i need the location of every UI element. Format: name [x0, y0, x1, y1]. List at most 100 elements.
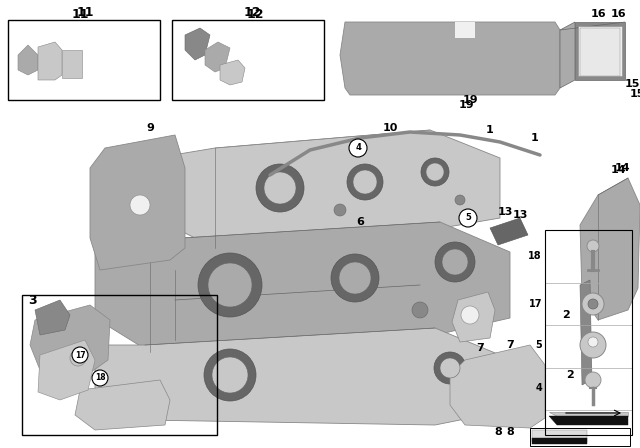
Polygon shape: [38, 42, 62, 80]
Text: 9: 9: [146, 123, 154, 133]
Polygon shape: [35, 300, 70, 335]
Bar: [532, 438, 587, 444]
Circle shape: [461, 306, 479, 324]
Circle shape: [208, 263, 252, 307]
Bar: [8, 20, 160, 100]
Polygon shape: [490, 218, 528, 245]
Text: 15: 15: [625, 79, 640, 89]
Text: 5: 5: [535, 340, 542, 350]
Circle shape: [459, 209, 477, 227]
Text: 8: 8: [506, 427, 514, 437]
Polygon shape: [455, 22, 475, 38]
Bar: [580, 28, 620, 76]
Circle shape: [339, 262, 371, 294]
Circle shape: [130, 195, 150, 215]
Circle shape: [587, 240, 599, 252]
Polygon shape: [580, 178, 640, 320]
Circle shape: [585, 372, 601, 388]
Text: 19: 19: [462, 95, 478, 105]
Bar: [172, 20, 324, 100]
Text: 18: 18: [95, 374, 106, 383]
Text: 17: 17: [529, 299, 542, 309]
Circle shape: [331, 254, 379, 302]
Text: 2: 2: [562, 310, 570, 320]
Text: 17: 17: [75, 350, 85, 359]
Bar: [530, 428, 630, 446]
Text: 14: 14: [614, 163, 630, 173]
Text: 16: 16: [590, 9, 606, 19]
Circle shape: [588, 299, 598, 309]
Polygon shape: [452, 292, 495, 342]
Bar: [22, 295, 217, 435]
Text: 7: 7: [476, 343, 484, 353]
Text: 4: 4: [355, 143, 361, 152]
Circle shape: [455, 195, 465, 205]
Circle shape: [582, 293, 604, 315]
Polygon shape: [95, 222, 510, 352]
Text: 13: 13: [512, 210, 528, 220]
Circle shape: [334, 204, 346, 216]
Circle shape: [421, 158, 449, 186]
Text: 8: 8: [494, 427, 502, 437]
Polygon shape: [220, 60, 245, 85]
Polygon shape: [450, 345, 545, 428]
Text: 5: 5: [465, 214, 471, 223]
Text: 16: 16: [610, 9, 626, 19]
Polygon shape: [340, 22, 560, 95]
Text: 11: 11: [76, 5, 93, 18]
Text: 10: 10: [382, 123, 397, 133]
Text: 12: 12: [243, 5, 260, 18]
Polygon shape: [30, 305, 110, 380]
Circle shape: [72, 347, 88, 363]
Bar: [578, 26, 622, 76]
Circle shape: [435, 242, 475, 282]
Circle shape: [580, 332, 606, 358]
Polygon shape: [575, 22, 625, 80]
Text: 13: 13: [497, 207, 513, 217]
Bar: [532, 430, 587, 442]
Text: 1: 1: [486, 125, 494, 135]
Circle shape: [264, 172, 296, 204]
Text: 4: 4: [535, 383, 542, 393]
Polygon shape: [155, 130, 500, 248]
Polygon shape: [560, 22, 625, 30]
Circle shape: [440, 358, 460, 378]
Circle shape: [256, 164, 304, 212]
Text: 19: 19: [459, 100, 475, 110]
Polygon shape: [580, 280, 592, 385]
Circle shape: [588, 337, 598, 347]
Circle shape: [92, 370, 108, 386]
Text: 7: 7: [506, 340, 514, 350]
Bar: [545, 230, 632, 435]
Circle shape: [349, 139, 367, 157]
Polygon shape: [62, 50, 82, 78]
Polygon shape: [549, 412, 628, 416]
Circle shape: [412, 302, 428, 318]
Polygon shape: [95, 328, 500, 425]
Circle shape: [426, 163, 444, 181]
Polygon shape: [560, 22, 575, 88]
Circle shape: [70, 350, 86, 366]
Circle shape: [204, 349, 256, 401]
Text: 11: 11: [71, 8, 89, 21]
Polygon shape: [549, 416, 628, 425]
Polygon shape: [185, 28, 210, 60]
Text: 1: 1: [531, 133, 539, 143]
Circle shape: [434, 352, 466, 384]
Circle shape: [442, 249, 468, 275]
Text: 15: 15: [630, 89, 640, 99]
Polygon shape: [18, 45, 38, 75]
Polygon shape: [75, 380, 170, 430]
Circle shape: [347, 164, 383, 200]
Text: 2: 2: [566, 370, 574, 380]
Text: 18: 18: [529, 251, 542, 261]
Circle shape: [353, 170, 377, 194]
Text: 14: 14: [610, 165, 626, 175]
Text: 12: 12: [246, 8, 264, 21]
Text: 3: 3: [28, 293, 36, 306]
Text: 6: 6: [356, 217, 364, 227]
Polygon shape: [90, 135, 185, 270]
Circle shape: [198, 253, 262, 317]
Circle shape: [212, 357, 248, 393]
Polygon shape: [38, 340, 95, 400]
